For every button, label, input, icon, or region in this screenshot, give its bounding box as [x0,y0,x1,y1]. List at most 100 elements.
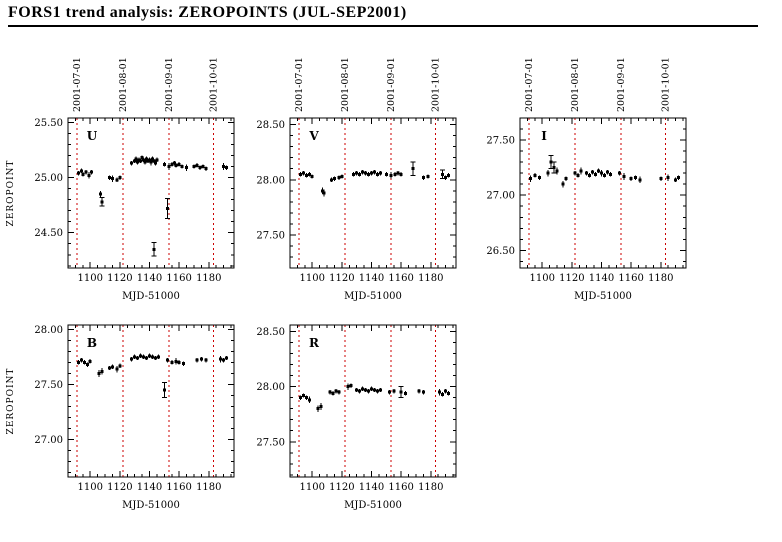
x-axis-label: MJD-51000 [344,291,402,302]
data-point [364,171,368,175]
svg-text:1180: 1180 [196,273,221,284]
data-point [81,172,85,176]
data-point [444,176,448,180]
data-point [328,390,332,394]
svg-text:1120: 1120 [329,482,354,493]
page-title: FORS1 trend analysis: ZEROPOINTS (JUL-SE… [8,4,407,21]
data-point [165,358,169,362]
zeropoint-panel-V: 2001-07-01 2001-08-01 2001-09-01 2001-10-01… [242,40,468,308]
month-boundary-label: 2001-09-01 [386,57,397,112]
data-point [301,171,305,175]
svg-text:1140: 1140 [359,482,384,493]
data-point [426,174,430,178]
data-point [79,169,83,173]
data-point [367,172,371,176]
data-point [361,170,365,174]
data-point [307,172,311,176]
svg-text:1160: 1160 [388,273,413,284]
svg-text:1120: 1120 [329,273,354,284]
data-point [608,172,612,176]
data-point [118,176,122,180]
svg-text:28.00: 28.00 [256,382,285,393]
svg-text:1160: 1160 [166,482,191,493]
data-point [150,355,154,359]
filter-label: U [87,129,98,143]
data-point [152,159,156,163]
data-point [153,356,157,360]
svg-text:1100: 1100 [78,273,103,284]
data-point [378,171,382,175]
data-point [399,390,403,394]
data-point [140,156,144,160]
data-point [372,170,376,174]
data-point [602,173,606,177]
data-point [330,178,333,182]
data-point [136,356,140,360]
zeropoint-panel-R: 1100 1120 1140 1160 1180 27.50 28.00 28.50 R MJD-… [242,317,468,517]
data-point [310,174,314,178]
data-point [537,176,541,180]
month-boundary-label: 2001-09-01 [616,57,627,112]
data-point [367,389,371,393]
data-point [528,177,532,181]
data-point [162,162,166,166]
data-point [393,172,397,176]
filter-label: B [87,336,97,350]
data-point [622,174,626,178]
data-point [108,366,111,370]
data-point [352,172,356,176]
data-point [155,158,159,162]
filter-label: R [309,336,320,350]
svg-text:1100: 1100 [78,482,103,493]
figure-header: FORS1 trend analysis: ZEROPOINTS (JUL-SE… [8,2,758,27]
data-point [417,389,421,393]
svg-text:24.50: 24.50 [34,228,63,239]
data-point [421,390,425,394]
data-point [204,358,208,362]
month-boundary-label: 2001-08-01 [118,57,129,112]
data-point [364,388,368,392]
data-point [170,360,174,364]
svg-text:1100: 1100 [300,482,325,493]
data-point [447,173,451,177]
data-point [597,169,601,173]
zeropoint-panel-U: 2001-07-01 2001-08-01 2001-09-01 2001-10-01… [20,40,246,308]
data-point [319,405,323,409]
data-point [576,173,580,177]
svg-text:1140: 1140 [137,273,162,284]
data-point [198,166,202,170]
data-point [90,170,94,174]
svg-text:25.50: 25.50 [34,118,63,129]
data-point [152,247,156,251]
data-point [87,173,91,177]
svg-text:27.50: 27.50 [34,380,63,391]
data-point [634,176,638,180]
data-point [600,171,604,175]
zeropoint-panel-B: 1100 1120 1140 1160 1180 27.00 27.50 28.00 B MJD-… [20,317,246,517]
data-point [145,157,149,161]
data-point [375,172,379,176]
data-point [100,369,104,373]
data-point [438,390,442,394]
svg-text:27.50: 27.50 [486,136,515,147]
svg-text:1180: 1180 [418,273,443,284]
data-point [84,170,88,174]
data-point [340,174,344,178]
svg-text:1160: 1160 [388,482,413,493]
data-point [337,390,341,394]
plot-svg-V: 2001-07-01 2001-08-01 2001-09-01 2001-10-01… [256,57,457,302]
data-point [130,161,134,165]
data-point [361,387,365,391]
data-point [133,355,137,359]
svg-text:1120: 1120 [107,482,132,493]
data-point [298,396,302,400]
data-point [139,354,143,358]
data-point [561,182,565,186]
data-point [170,162,174,166]
data-point [411,167,415,171]
svg-text:27.50: 27.50 [256,437,285,448]
data-point [638,178,642,182]
data-point [555,169,559,173]
filter-label: V [308,129,319,143]
data-point [677,176,681,180]
